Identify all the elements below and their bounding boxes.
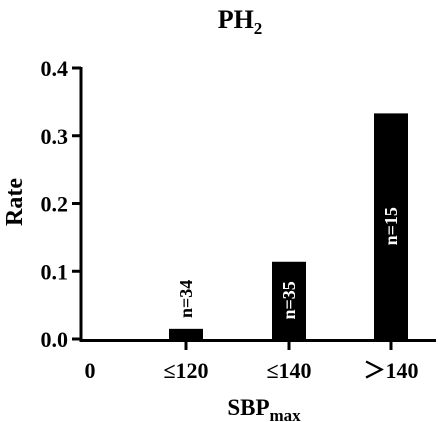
y-tick-label: 0.3 [41,124,69,149]
bar [374,113,408,340]
bar-annotation: n=35 [279,281,299,319]
y-tick-label: 0.1 [41,259,69,284]
bar [272,261,306,340]
y-tick-label: 0.0 [41,327,69,352]
bars: n=34 n=35 n=15 [169,113,408,340]
origin-label: 0 [85,358,96,383]
bar [169,328,203,340]
bar-annotation: n=34 [176,280,196,318]
x-axis-label: SBPmax [227,395,301,422]
x-tick-label: ≤120 [163,358,208,383]
x-tick-label: ＞140 [363,358,418,383]
y-tick-label: 0.2 [41,192,69,217]
y-axis-label: Rate [2,178,28,226]
y-ticks: 0.0 0.1 0.2 0.3 0.4 [41,56,81,352]
x-ticks: ≤120 ≤140 ＞140 [163,340,419,383]
y-tick-label: 0.4 [41,56,69,81]
bar-annotation: n=15 [381,207,401,245]
x-tick-label: ≤140 [266,358,311,383]
chart-title: PH2 [218,5,263,38]
